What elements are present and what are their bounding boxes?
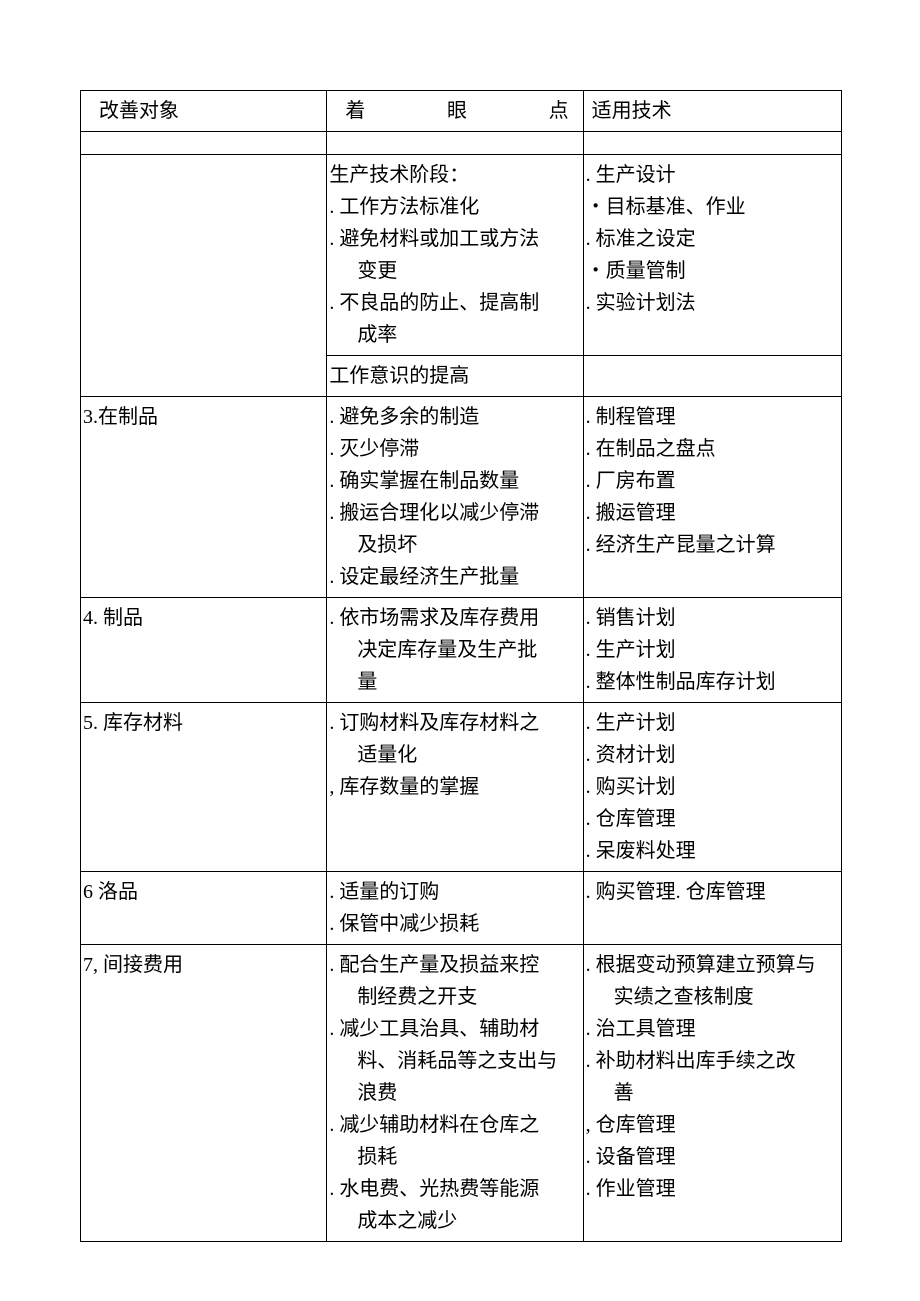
row4-col2: . 依市场需求及库存费用决定库存量及生产批量 bbox=[327, 598, 583, 703]
row5-col2: . 订购材料及库存材料之适量化, 库存数量的掌握 bbox=[327, 703, 583, 872]
row5-col3: . 生产计划. 资材计划. 购买计划. 仓库管理. 呆废料处理 bbox=[583, 703, 841, 872]
row3-col3: . 制程管理. 在制品之盘点. 厂房布置. 搬运管理. 经济生产昆量之计算 bbox=[583, 397, 841, 598]
hdr2-char3: 点 bbox=[549, 95, 569, 127]
row4-col3: . 销售计划. 生产计划. 整体性制品库存计划 bbox=[583, 598, 841, 703]
cell-line: . 依市场需求及库存费用 bbox=[329, 602, 580, 634]
cell-line: . 避免多余的制造 bbox=[329, 401, 580, 433]
row3-col1: 3.在制品 bbox=[81, 397, 327, 598]
cell-line: . 减少工具治具、辅助材 bbox=[329, 1013, 580, 1045]
row6-col2: . 适量的订购. 保管中减少损耗 bbox=[327, 872, 583, 945]
blank-cell bbox=[583, 132, 841, 155]
cell-line: 料、消耗品等之支出与 bbox=[329, 1045, 580, 1077]
table-row: 7, 间接费用 . 配合生产量及损益来控制经费之开支. 减少工具治具、辅助材料、… bbox=[81, 945, 842, 1242]
header-col1: 改善对象 bbox=[81, 91, 327, 132]
cell-line: 实绩之查核制度 bbox=[586, 981, 839, 1013]
cell-line: . 实验计划法 bbox=[586, 287, 839, 319]
row6-col1: 6 洛品 bbox=[81, 872, 327, 945]
row3-col2: . 避免多余的制造. 灭少停滞. 确实掌握在制品数量. 搬运合理化以减少停滞及损… bbox=[327, 397, 583, 598]
cell-line: ・质量管制 bbox=[586, 255, 839, 287]
cell-line: . 经济生产昆量之计算 bbox=[586, 529, 839, 561]
cell-line: . 根据变动预算建立预算与 bbox=[586, 949, 839, 981]
cell-line: . 水电费、光热费等能源 bbox=[329, 1173, 580, 1205]
cell-line: . 生产计划 bbox=[586, 634, 839, 666]
cell-line: . 订购材料及库存材料之 bbox=[329, 707, 580, 739]
row7-col3: . 根据变动预算建立预算与实绩之查核制度. 治工具管理. 补助材料出库手续之改善… bbox=[583, 945, 841, 1242]
cell-line: . 生产设计 bbox=[586, 159, 839, 191]
blank-cell bbox=[327, 132, 583, 155]
cell-line: 成率 bbox=[329, 319, 580, 351]
blank-cell bbox=[81, 132, 327, 155]
cell-line: . 标准之设定 bbox=[586, 223, 839, 255]
cell-line: . 资材计划 bbox=[586, 739, 839, 771]
row4-col1: 4. 制品 bbox=[81, 598, 327, 703]
cell-line: . 搬运管理 bbox=[586, 497, 839, 529]
cell-line: . 制程管理 bbox=[586, 401, 839, 433]
cell-line: 成本之减少 bbox=[329, 1205, 580, 1237]
cell-line: . 生产计划 bbox=[586, 707, 839, 739]
cell-line: 适量化 bbox=[329, 739, 580, 771]
document-page: 改善对象 着 眼 点 适用技术 生产技术阶段：. 工作方法标准化. 避免材料或加… bbox=[0, 0, 920, 1301]
cell-line: . 治工具管理 bbox=[586, 1013, 839, 1045]
table-header-row: 改善对象 着 眼 点 适用技术 bbox=[81, 91, 842, 132]
cell-line: 浪费 bbox=[329, 1077, 580, 1109]
header-col2: 着 眼 点 bbox=[327, 91, 583, 132]
cell-line: . 保管中减少损耗 bbox=[329, 908, 580, 940]
cell-line: . 仓库管理 bbox=[586, 803, 839, 835]
cell-line: . 销售计划 bbox=[586, 602, 839, 634]
table-row: 4. 制品 . 依市场需求及库存费用决定库存量及生产批量 . 销售计划. 生产计… bbox=[81, 598, 842, 703]
cell-line: . 整体性制品库存计划 bbox=[586, 666, 839, 698]
row2-col1 bbox=[81, 155, 327, 397]
cell-line: . 购买计划 bbox=[586, 771, 839, 803]
row7-col2: . 配合生产量及损益来控制经费之开支. 减少工具治具、辅助材料、消耗品等之支出与… bbox=[327, 945, 583, 1242]
cell-line: ・目标基准、作业 bbox=[586, 191, 839, 223]
cell-line: . 配合生产量及损益来控 bbox=[329, 949, 580, 981]
cell-line: 及损坏 bbox=[329, 529, 580, 561]
cell-line: . 设定最经济生产批量 bbox=[329, 561, 580, 593]
cell-line: . 避免材料或加工或方法 bbox=[329, 223, 580, 255]
cell-line: 生产技术阶段： bbox=[329, 159, 580, 191]
cell-line: . 设备管理 bbox=[586, 1141, 839, 1173]
cell-line: . 不良品的防止、提高制 bbox=[329, 287, 580, 319]
row2-col3: . 生产设计・目标基准、作业. 标准之设定・质量管制. 实验计划法 bbox=[583, 155, 841, 356]
cell-line: . 适量的订购 bbox=[329, 876, 580, 908]
row6-col3: . 购买管理. 仓库管理 bbox=[583, 872, 841, 945]
cell-line: . 购买管理. 仓库管理 bbox=[586, 876, 839, 908]
cell-line: . 作业管理 bbox=[586, 1173, 839, 1205]
cell-line: . 呆废料处理 bbox=[586, 835, 839, 867]
row7-col1: 7, 间接费用 bbox=[81, 945, 327, 1242]
table-row: 5. 库存材料 . 订购材料及库存材料之适量化, 库存数量的掌握 . 生产计划.… bbox=[81, 703, 842, 872]
row2b-col3 bbox=[583, 356, 841, 397]
cell-line: , 仓库管理 bbox=[586, 1109, 839, 1141]
cell-line: 制经费之开支 bbox=[329, 981, 580, 1013]
cell-line: 量 bbox=[329, 666, 580, 698]
improvement-table: 改善对象 着 眼 点 适用技术 生产技术阶段：. 工作方法标准化. 避免材料或加… bbox=[80, 90, 842, 1242]
row5-col1: 5. 库存材料 bbox=[81, 703, 327, 872]
cell-line: . 在制品之盘点 bbox=[586, 433, 839, 465]
cell-line: 决定库存量及生产批 bbox=[329, 634, 580, 666]
hdr2-char1: 着 bbox=[345, 95, 365, 127]
cell-line: . 确实掌握在制品数量 bbox=[329, 465, 580, 497]
row2b-col2: 工作意识的提高 bbox=[327, 356, 583, 397]
cell-line: . 厂房布置 bbox=[586, 465, 839, 497]
cell-line: . 补助材料出库手续之改 bbox=[586, 1045, 839, 1077]
cell-line: . 灭少停滞 bbox=[329, 433, 580, 465]
cell-line: . 工作方法标准化 bbox=[329, 191, 580, 223]
table-row: 3.在制品 . 避免多余的制造. 灭少停滞. 确实掌握在制品数量. 搬运合理化以… bbox=[81, 397, 842, 598]
hdr2-char2: 眼 bbox=[447, 95, 467, 127]
cell-line: 善 bbox=[586, 1077, 839, 1109]
row2-col2: 生产技术阶段：. 工作方法标准化. 避免材料或加工或方法变更. 不良品的防止、提… bbox=[327, 155, 583, 356]
cell-line: , 库存数量的掌握 bbox=[329, 771, 580, 803]
cell-line: . 搬运合理化以减少停滞 bbox=[329, 497, 580, 529]
header-col3: 适用技术 bbox=[583, 91, 841, 132]
cell-line: . 减少辅助材料在仓库之 bbox=[329, 1109, 580, 1141]
table-row: 6 洛品 . 适量的订购. 保管中减少损耗 . 购买管理. 仓库管理 bbox=[81, 872, 842, 945]
table-row: 生产技术阶段：. 工作方法标准化. 避免材料或加工或方法变更. 不良品的防止、提… bbox=[81, 155, 842, 356]
cell-line: 损耗 bbox=[329, 1141, 580, 1173]
blank-row bbox=[81, 132, 842, 155]
cell-line: 变更 bbox=[329, 255, 580, 287]
